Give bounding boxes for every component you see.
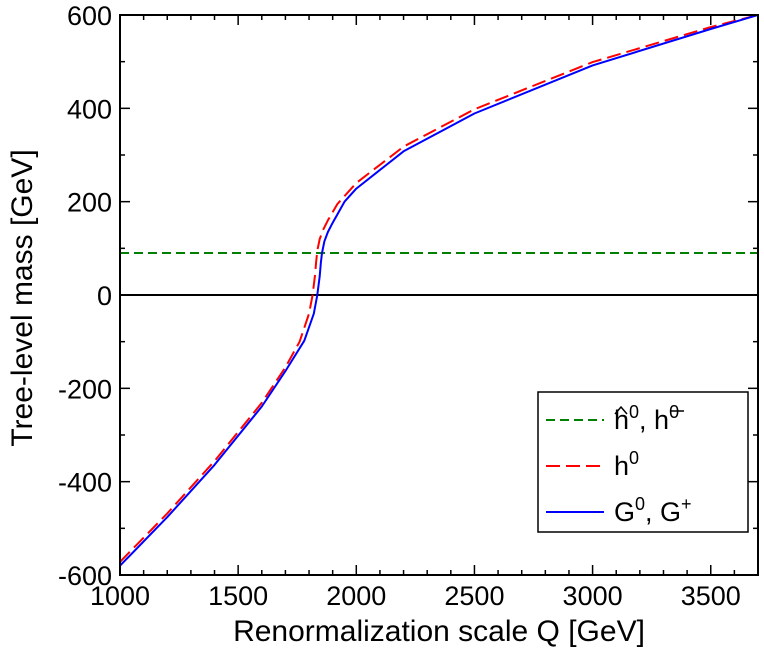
axis-tick-labels: 1000 1500 2000 2500 3000 3500 -600 -400 -200 0 200… — [58, 1, 741, 611]
x-tick-label: 2000 — [326, 581, 386, 611]
legend-box — [537, 391, 749, 533]
x-axis-title: Renormalization scale Q [GeV] — [233, 615, 645, 648]
y-tick-label: -400 — [58, 468, 112, 498]
x-tick-label: 3500 — [681, 581, 741, 611]
series-line-3 — [120, 15, 758, 567]
series-line-2 — [120, 15, 758, 563]
y-axis-title: Tree-level mass [GeV] — [6, 149, 39, 446]
legend-label-2: h0 — [614, 448, 639, 481]
series-lines — [120, 15, 758, 567]
axis-ticks — [119, 14, 759, 576]
legend-hat-accent — [614, 405, 628, 415]
y-tick-label: 600 — [67, 1, 112, 31]
x-tick-label: 1000 — [90, 581, 150, 611]
plot-content — [120, 15, 758, 567]
x-tick-label: 2500 — [444, 581, 504, 611]
y-tick-label: -600 — [58, 561, 112, 591]
x-tick-label: 1500 — [208, 581, 268, 611]
x-tick-label: 3000 — [563, 581, 623, 611]
y-tick-label: 0 — [97, 281, 112, 311]
y-tick-label: 200 — [67, 188, 112, 218]
legend-label-3: G0, G+ — [614, 494, 692, 527]
y-tick-label: -200 — [58, 374, 112, 404]
y-tick-label: 400 — [67, 94, 112, 124]
